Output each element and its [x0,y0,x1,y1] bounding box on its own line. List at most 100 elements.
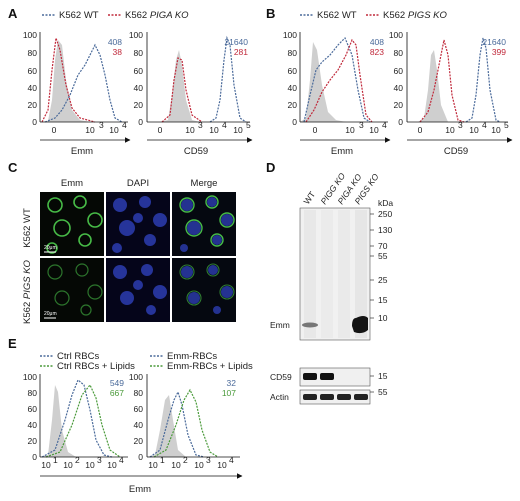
svg-text:80: 80 [134,388,144,398]
panel-label-c: C [8,160,18,175]
panel-label-a: A [8,6,18,21]
svg-text:80: 80 [28,48,38,58]
svg-text:10: 10 [378,313,388,323]
col-header-merge: Merge [191,178,218,189]
legend-b-ko: K562 PIGS KO [383,10,448,21]
panel-label-d: D [266,160,275,175]
svg-text:1: 1 [160,455,165,465]
legend-e-2: Emm-RBCs Emm-RBCs + Lipids [150,351,253,372]
panel-label-b: B [266,6,275,21]
svg-text:Emm-RBCs: Emm-RBCs [167,351,217,362]
svg-text:20: 20 [134,436,144,446]
micrograph-grid: 20μm 20μm [40,192,236,322]
svg-text:0: 0 [32,117,37,127]
svg-text:60: 60 [28,66,38,76]
svg-text:0: 0 [292,117,297,127]
svg-text:Ctrl RBCs + Lipids: Ctrl RBCs + Lipids [57,361,135,372]
svg-text:80: 80 [394,48,404,58]
svg-text:10: 10 [185,125,195,135]
svg-text:10: 10 [491,125,501,135]
svg-text:10: 10 [194,460,204,470]
svg-text:10: 10 [171,460,181,470]
svg-text:40: 40 [134,420,144,430]
scalebar-wt: 20μm [44,245,57,251]
svg-text:10: 10 [233,125,243,135]
scalebar-ko: 20μm [44,311,57,317]
lane-wt: WT [301,190,317,207]
svg-text:10: 10 [369,125,379,135]
plot-e-emm-num-b: 107 [222,388,236,398]
kda-label: kDa [378,198,393,208]
svg-text:0: 0 [52,125,57,135]
svg-text:100: 100 [129,30,143,40]
legend-b: K562 WT K562 PIGS KO [300,10,448,21]
svg-text:4: 4 [122,120,127,130]
svg-text:10: 10 [148,460,158,470]
svg-text:4: 4 [482,120,487,130]
svg-text:2: 2 [183,455,188,465]
plot-b-cd59-xlabel: CD59 [444,146,468,157]
lane-labels: WT PIGG KO PIGA KO PIGS KO [301,171,380,206]
svg-text:40: 40 [28,83,38,93]
plot-b-cd59-num-wt: 21640 [482,37,506,47]
svg-text:10: 10 [217,460,227,470]
svg-text:40: 40 [394,83,404,93]
svg-text:0: 0 [32,452,37,462]
svg-text:55: 55 [378,251,388,261]
svg-text:0: 0 [138,452,143,462]
col-header-emm: Emm [61,178,83,189]
legend-e-1: Ctrl RBCs Ctrl RBCs + Lipids [40,351,135,372]
svg-text:100: 100 [23,30,37,40]
plot-e-ctrl-num-a: 549 [110,378,124,388]
row-label-ko: K562 PIGS KO [22,259,33,324]
svg-text:3: 3 [206,455,211,465]
mw-markers: kDa 250 130 70 55 25 15 10 [370,198,393,323]
svg-text:0: 0 [158,125,163,135]
svg-text:10: 10 [63,460,73,470]
svg-text:4: 4 [119,455,124,465]
plot-a-cd59-num-wt: 21640 [224,37,248,47]
legend-a-ko: K562 PIGA KO [125,10,189,21]
plot-a-emm-xlabel: Emm [71,146,93,157]
svg-text:25: 25 [378,275,388,285]
svg-text:100: 100 [283,30,297,40]
svg-text:0: 0 [418,125,423,135]
svg-text:15: 15 [378,295,388,305]
band-label-cd59: CD59 [270,372,292,382]
svg-text:Emm-RBCs + Lipids: Emm-RBCs + Lipids [167,361,253,372]
tile-ko-emm [40,258,104,322]
svg-text:100: 100 [389,30,403,40]
svg-text:60: 60 [288,66,298,76]
svg-text:40: 40 [288,83,298,93]
plot-a-emm-num-ko: 38 [113,47,123,57]
plot-e-xlabel: Emm [129,484,151,495]
legend-a-wt: K562 WT [59,10,99,21]
svg-text:10: 10 [85,125,95,135]
svg-text:4: 4 [382,120,387,130]
svg-text:Ctrl RBCs: Ctrl RBCs [57,351,99,362]
plot-b-emm-xlabel: Emm [331,146,353,157]
panel-label-e: E [8,336,17,351]
svg-text:3: 3 [359,120,364,130]
svg-text:80: 80 [134,48,144,58]
svg-text:3: 3 [97,455,102,465]
svg-text:3: 3 [99,120,104,130]
western-blot-cd59: 15 [299,367,388,387]
svg-text:10: 10 [345,125,355,135]
western-blot-actin: 55 [299,387,388,405]
plot-e-emm-num-a: 32 [227,378,237,388]
svg-text:15: 15 [378,371,388,381]
svg-text:0: 0 [313,125,318,135]
plot-b-emm: 100 80 60 40 20 0 0 10 3 10 4 Emm 408 82… [283,30,391,157]
svg-text:2: 2 [75,455,80,465]
band-label-actin: Actin [270,392,289,402]
svg-text:4: 4 [222,120,227,130]
svg-text:20: 20 [288,100,298,110]
svg-text:130: 130 [378,225,392,235]
svg-text:10: 10 [41,460,51,470]
plot-e-ctrl: 100 80 60 40 20 0 10 1 10 2 10 3 10 4 54… [23,372,128,470]
svg-text:80: 80 [28,388,38,398]
plot-b-emm-num-ko: 823 [370,47,384,57]
svg-text:20: 20 [28,100,38,110]
